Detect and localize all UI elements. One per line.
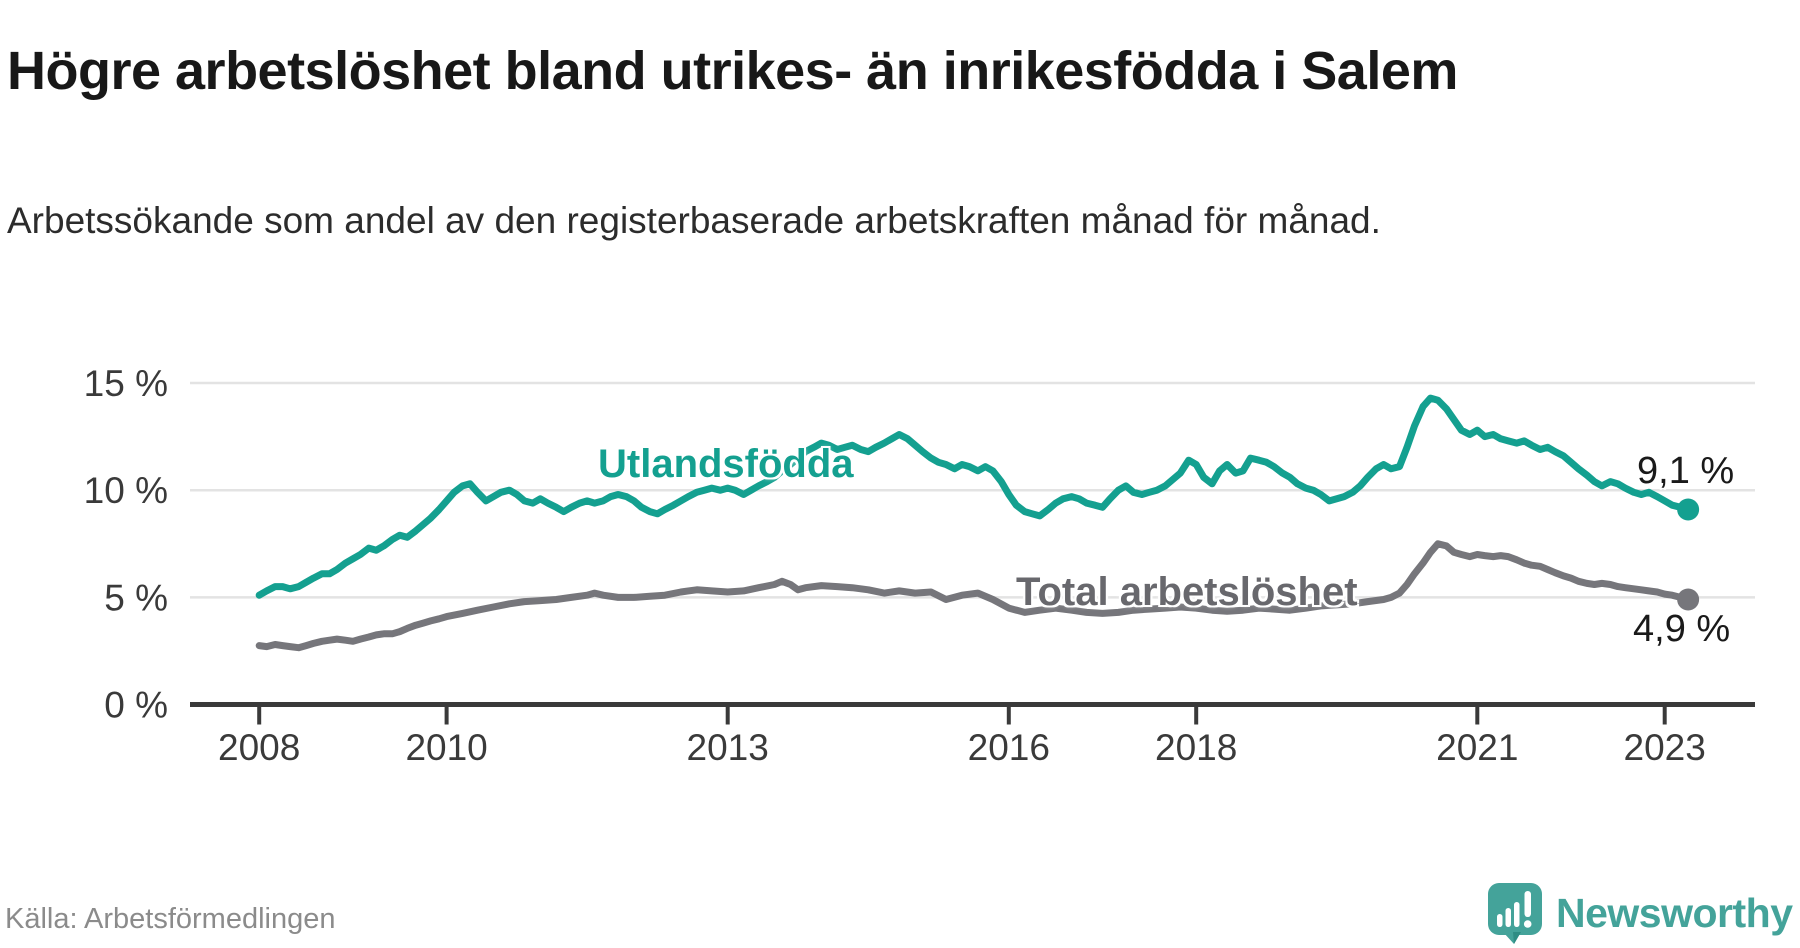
newsworthy-wordmark: Newsworthy <box>1556 889 1793 936</box>
y-tick-label: 5 % <box>104 577 168 618</box>
chart-subtitle: Arbetssökande som andel av den registerb… <box>7 200 1381 241</box>
y-tick-label: 15 % <box>84 363 168 404</box>
y-tick-label: 0 % <box>104 685 168 726</box>
x-tick-label: 2008 <box>218 727 300 768</box>
end-dot-utlandsfodda <box>1677 498 1700 521</box>
series-line-utlandsfodda <box>255 394 1692 599</box>
y-tick-label: 10 % <box>84 470 168 511</box>
newsworthy-bubble-chart-icon <box>1488 883 1542 944</box>
newsworthy-logo: Newsworthy <box>1487 882 1793 944</box>
chart-title: Högre arbetslöshet bland utrikes- än inr… <box>7 41 1458 102</box>
end-value-label-total: 4,9 % <box>1633 608 1731 650</box>
x-tick-label: 2021 <box>1436 727 1518 768</box>
source-note: Källa: Arbetsförmedlingen <box>5 903 336 935</box>
x-tick-label: 2013 <box>687 727 769 768</box>
end-value-label-utlandsfodda: 9,1 % <box>1637 450 1735 492</box>
x-tick-label: 2018 <box>1155 727 1237 768</box>
series-label-total-arbetsloshet: Total arbetslöshet <box>1016 570 1358 614</box>
end-dot-total <box>1677 588 1700 611</box>
x-tick-label: 2010 <box>405 727 487 768</box>
series-line-total <box>255 540 1692 652</box>
series-label-utlandsfodda: Utlandsfödda <box>598 442 854 486</box>
x-tick-label: 2023 <box>1624 727 1706 768</box>
x-tick-label: 2016 <box>968 727 1050 768</box>
